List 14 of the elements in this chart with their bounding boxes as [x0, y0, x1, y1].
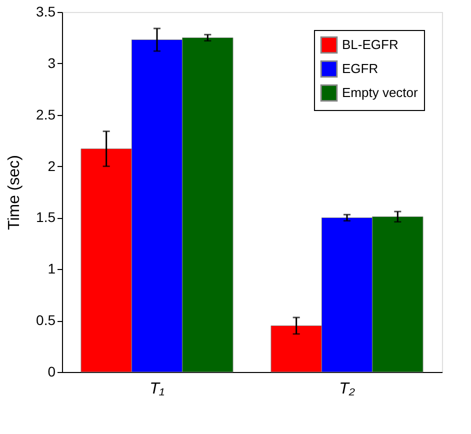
y-tick-label: 3.5 — [36, 4, 56, 20]
legend-label: EGFR — [342, 61, 378, 76]
y-tick-label: 2.5 — [36, 106, 56, 122]
y-tick-label: 0.5 — [36, 312, 56, 328]
y-tick-label: 0 — [48, 364, 56, 380]
x-tick-label: T₁ — [150, 380, 164, 398]
y-tick-label: 3 — [48, 54, 56, 71]
legend-label: Empty vector — [342, 85, 419, 100]
y-tick-label: 2 — [48, 158, 56, 174]
y-axis-title: Time (sec) — [6, 155, 24, 230]
legend-label: BL-EGFR — [342, 37, 398, 52]
x-tick-label: T₂ — [339, 380, 355, 398]
y-tick-label: 1 — [48, 260, 56, 277]
y-tick-label: 1.5 — [36, 209, 56, 226]
